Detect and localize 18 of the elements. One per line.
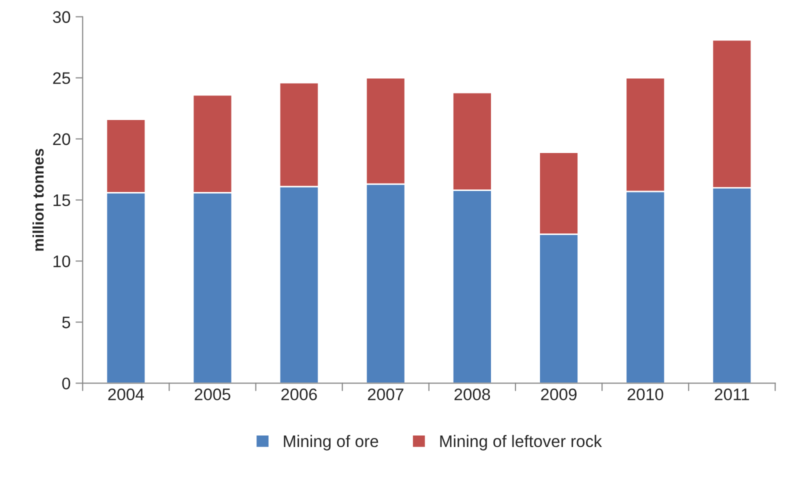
x-tick-label: 2007: [368, 388, 404, 400]
x-tick-label: 2009: [541, 388, 577, 400]
x-tick-label: 2011: [714, 388, 750, 400]
x-tick-label: 2010: [628, 388, 664, 400]
y-tick-label: 20: [53, 133, 70, 146]
y-tick-label: 10: [54, 255, 70, 268]
y-tick-label: 25: [53, 72, 70, 84]
legend-label: Mining of leftover rock: [440, 434, 602, 450]
y-tick-label: 15: [54, 194, 70, 206]
y-tick-label: 0: [62, 378, 70, 390]
x-tick-label: 2008: [454, 388, 490, 400]
y-tick-label: 30: [52, 11, 70, 23]
y-tick-label: 5: [62, 316, 70, 328]
legend-label: Mining of ore: [284, 434, 378, 450]
x-tick-label: 2005: [194, 388, 230, 400]
x-tick-label: 2004: [108, 388, 144, 400]
y-axis-title: million tonnes: [32, 148, 44, 251]
x-tick-label: 2006: [281, 388, 317, 400]
